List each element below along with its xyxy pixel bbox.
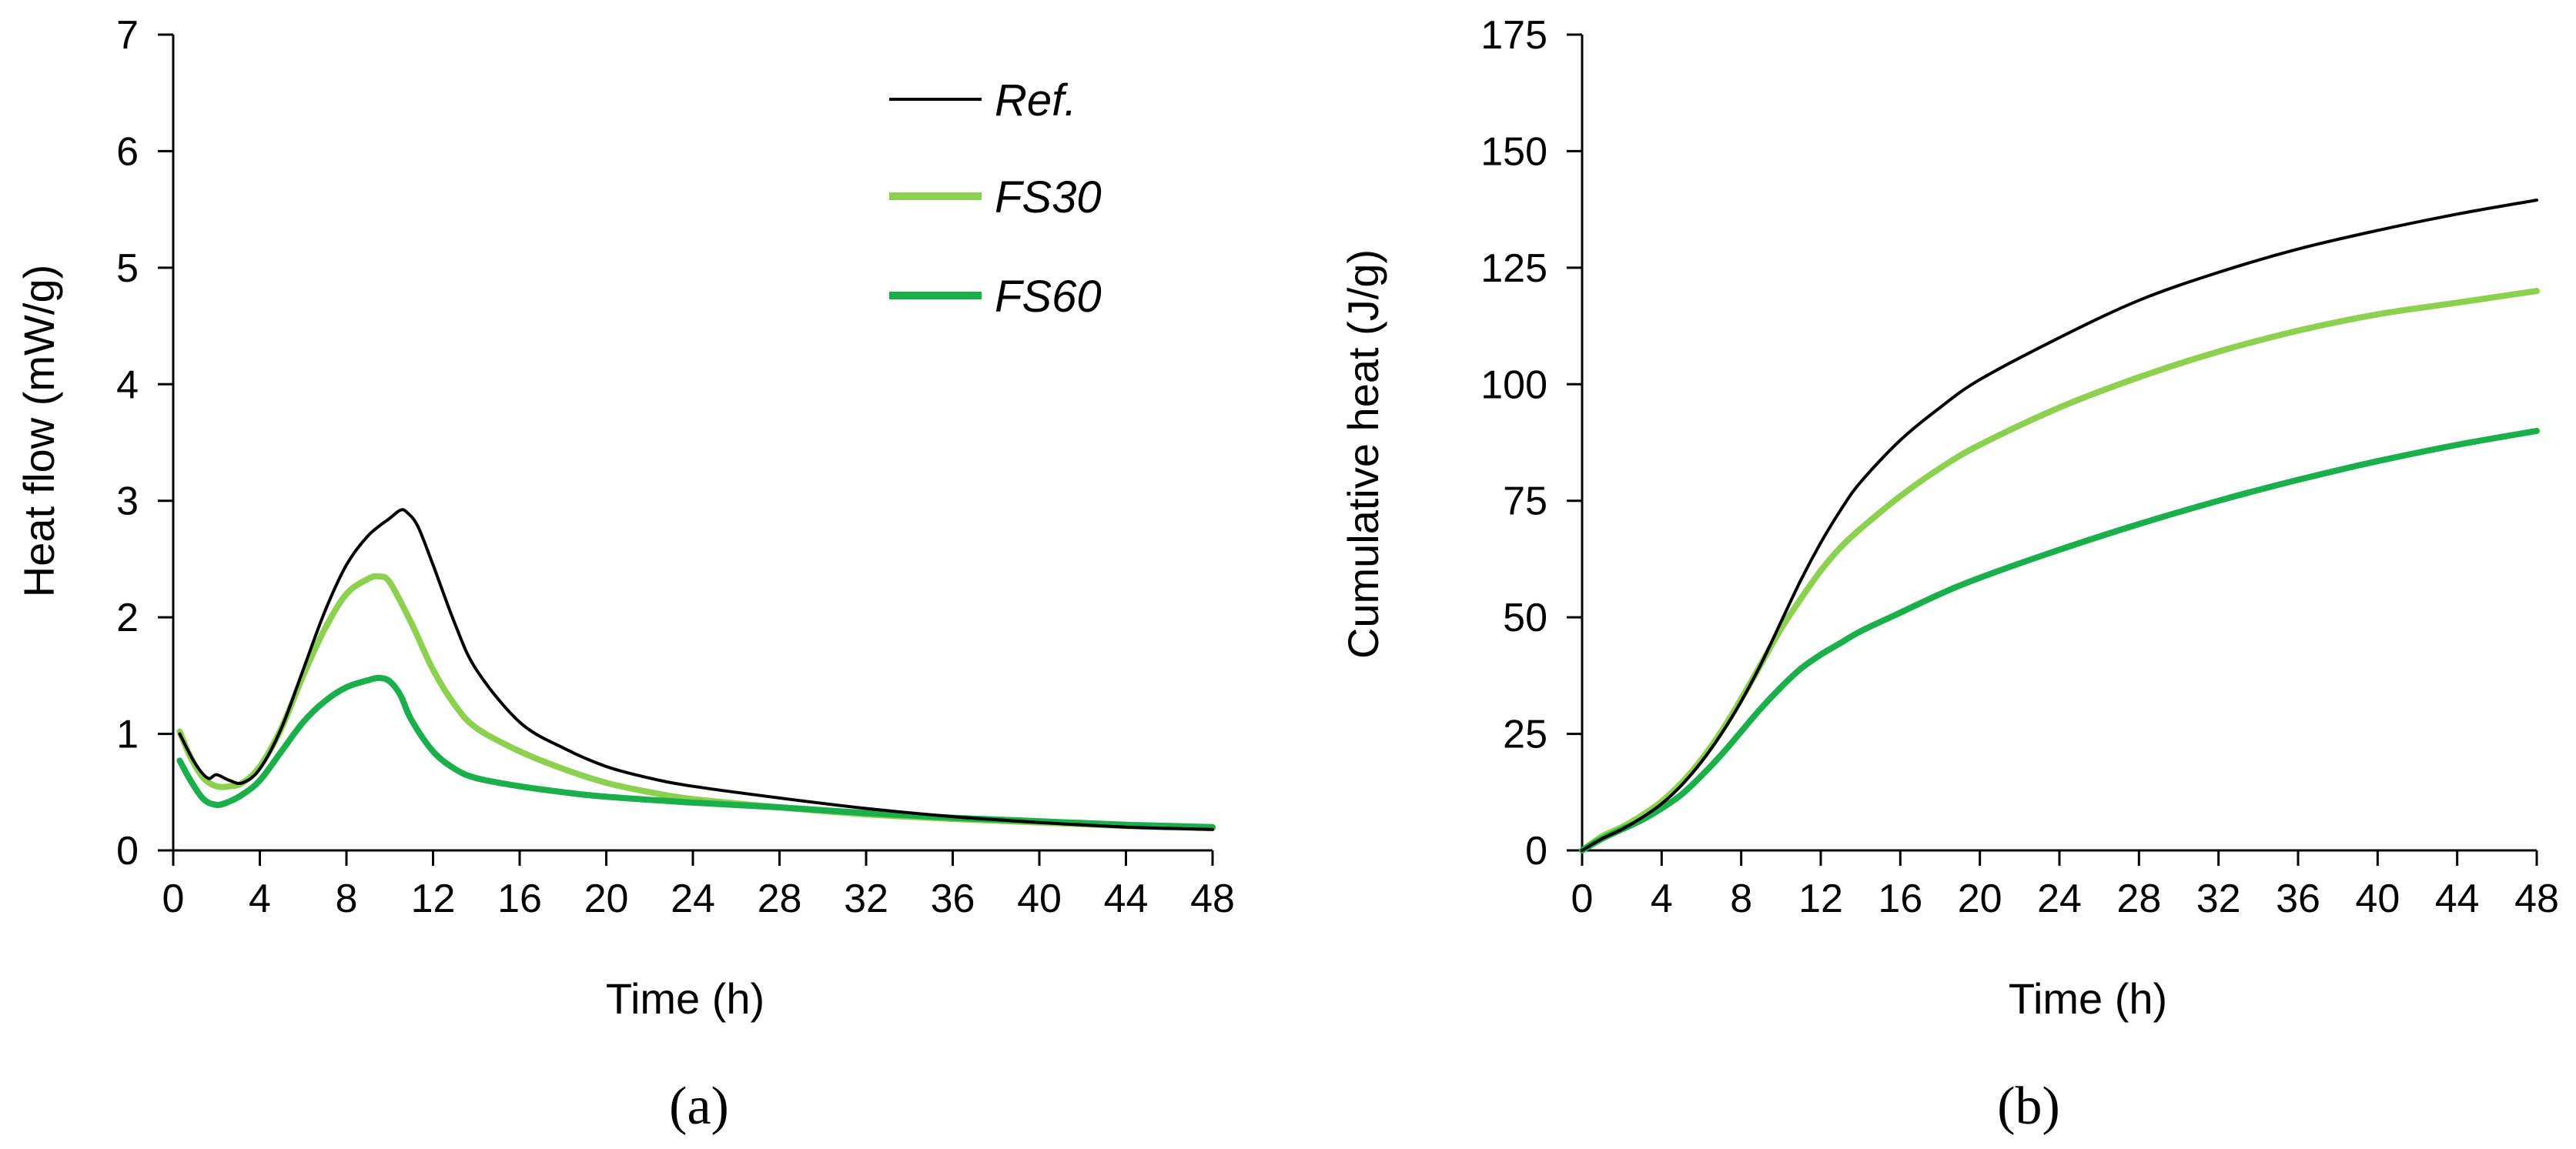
panel-a-caption: (a) xyxy=(669,1077,729,1136)
panel-a-y-tick-label: 3 xyxy=(116,479,139,524)
legend-label-ref: Ref. xyxy=(995,75,1076,125)
panel-a-x-tick-label: 44 xyxy=(1104,877,1149,921)
panel-a-y-tick-label: 5 xyxy=(116,246,139,291)
panel-b-x-tick-label: 4 xyxy=(1651,877,1673,921)
panel-b-series-ref-line xyxy=(1581,199,2538,852)
panel-a-x-tick-label: 0 xyxy=(162,877,185,921)
panel-a-y-tick-label: 2 xyxy=(116,596,139,640)
panel-a-x-tick-label: 16 xyxy=(497,877,542,921)
panel-a-x-tick-label: 24 xyxy=(671,877,715,921)
panel-a-y-tick-label: 7 xyxy=(116,13,139,58)
panel-b-y-tick-label: 100 xyxy=(1480,362,1547,407)
panel-a-x-tick-label: 48 xyxy=(1190,877,1235,921)
panel-b-x-tick-label: 40 xyxy=(2355,877,2400,921)
panel-a-x-tick-label: 12 xyxy=(411,877,456,921)
panel-a-x-tick-label: 8 xyxy=(336,877,358,921)
panel-a-x-tick-label: 40 xyxy=(1017,877,1062,921)
panel-b-x-tick-label: 32 xyxy=(2196,877,2241,921)
legend-label-fs60: FS60 xyxy=(995,272,1102,322)
panel-b-x-tick-label: 36 xyxy=(2276,877,2320,921)
panel-a-y-axis-title: Heat flow (mW/g) xyxy=(15,265,63,598)
panel-b-series xyxy=(1579,199,2540,853)
panel-b-x-tick-label: 44 xyxy=(2435,877,2480,921)
panel-a-x-tick-label: 28 xyxy=(758,877,802,921)
panel-b-x-tick-label: 12 xyxy=(1798,877,1843,921)
panel-b-cumulative-heat: 0 4 8 12 16 20 24 28 32 36 40 44 48 0255075100125150… xyxy=(1339,13,2559,1136)
panel-b-y-tick-label: 175 xyxy=(1480,13,1547,58)
panel-a-series-ref-line xyxy=(178,508,1214,831)
panel-b-x-tick-label: 16 xyxy=(1878,877,1922,921)
panel-a-x-tick-label: 36 xyxy=(931,877,975,921)
panel-b-y-tick-label: 25 xyxy=(1503,713,1547,757)
panel-a-series xyxy=(176,508,1216,832)
panel-a-y-tick-label: 0 xyxy=(116,829,139,873)
panel-a-x-tick-label: 20 xyxy=(584,877,629,921)
panel-a-legend: Ref. FS30 FS60 xyxy=(889,75,1102,322)
panel-b-x-ticks: 0 4 8 12 16 20 24 28 32 36 40 44 48 xyxy=(1571,850,2559,921)
panel-b-y-axis-title: Cumulative heat (J/g) xyxy=(1339,249,1387,659)
panel-b-x-tick-label: 0 xyxy=(1571,877,1594,921)
panel-a-x-tick-label: 32 xyxy=(844,877,888,921)
panel-a-x-ticks: 0 4 8 12 16 20 24 28 32 36 40 44 48 xyxy=(162,850,1235,921)
panel-b-x-tick-label: 28 xyxy=(2116,877,2161,921)
panel-b-series-fs60-line xyxy=(1579,427,2540,853)
legend-label-fs30: FS30 xyxy=(995,172,1102,222)
panel-b-x-axis-title: Time (h) xyxy=(2009,974,2167,1023)
panel-b-caption: (b) xyxy=(1997,1077,2060,1136)
panel-b-y-tick-label: 50 xyxy=(1503,596,1547,640)
panel-b-x-tick-label: 24 xyxy=(2037,877,2082,921)
panel-a-x-tick-label: 4 xyxy=(249,877,271,921)
panel-a-y-tick-label: 6 xyxy=(116,129,139,174)
panel-b-y-tick-label: 150 xyxy=(1480,129,1547,174)
panel-b-x-tick-label: 8 xyxy=(1730,877,1752,921)
panel-a-y-tick-label: 1 xyxy=(116,713,139,757)
panel-b-y-tick-label: 125 xyxy=(1480,246,1547,291)
panel-b-x-tick-label: 20 xyxy=(1958,877,2002,921)
panel-b-y-tick-label: 0 xyxy=(1525,829,1547,873)
panel-b-x-tick-label: 48 xyxy=(2514,877,2559,921)
panel-a-x-axis-title: Time (h) xyxy=(606,974,764,1023)
panel-a-y-ticks: 0 1 2 3 4 5 6 7 xyxy=(116,13,173,873)
panel-a-y-tick-label: 4 xyxy=(116,362,139,407)
panel-b-series-fs30-line xyxy=(1579,288,2540,853)
panel-b-y-ticks: 0 25 50 75 100 125 150 175 xyxy=(1480,13,1582,873)
panel-b-y-tick-label: 75 xyxy=(1503,479,1547,524)
panel-a-series-fs60-line xyxy=(176,674,1216,830)
